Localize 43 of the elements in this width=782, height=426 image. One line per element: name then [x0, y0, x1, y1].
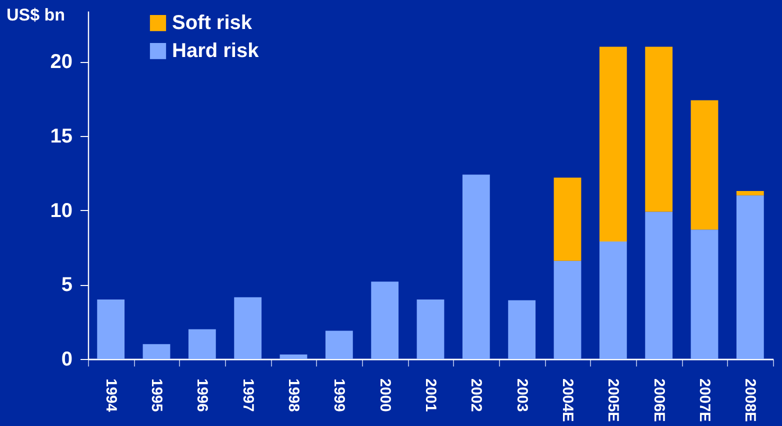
x-tick-label: 2000: [376, 378, 394, 412]
y-tick-label: 15: [50, 125, 72, 148]
bar: [371, 282, 399, 359]
bar: [462, 174, 490, 359]
y-tick-label: 0: [61, 348, 72, 370]
x-tick-label: 1995: [148, 378, 165, 412]
x-tick-label: 2007E: [696, 378, 713, 422]
legend-label: Hard risk: [172, 40, 260, 62]
bar: [325, 330, 353, 359]
x-tick-label: 1996: [194, 378, 211, 412]
bar: [97, 300, 125, 359]
x-tick-label: 2008E: [742, 378, 759, 422]
x-tick-label: 2006E: [650, 378, 668, 422]
bar: [645, 212, 673, 359]
x-tick-label: 2001: [422, 378, 439, 412]
bar: [554, 260, 582, 359]
bar: [554, 178, 582, 261]
x-tick-label: 1994: [102, 378, 120, 413]
bar: [645, 46, 673, 212]
x-tick-label: 2004E: [559, 378, 576, 422]
bar: [599, 46, 627, 242]
legend-label: Soft risk: [172, 12, 253, 34]
bar: [690, 230, 718, 359]
x-tick-label: 2003: [513, 378, 530, 412]
x-tick-label: 1999: [330, 378, 348, 412]
bar: [736, 190, 764, 196]
bar: [690, 100, 718, 230]
y-tick-label: 10: [50, 200, 72, 222]
bar: [599, 242, 627, 359]
bar: [280, 354, 308, 359]
x-tick-label: 1998: [285, 378, 302, 412]
bar: [188, 329, 216, 359]
bar: [508, 300, 536, 359]
bar: [142, 344, 170, 359]
bar: [234, 297, 262, 359]
y-tick-label: 20: [50, 51, 72, 74]
x-tick-label: 2002: [468, 378, 485, 412]
x-tick-label: 1997: [239, 378, 256, 412]
bar: [736, 195, 764, 359]
y-axis-title: US$ bn: [6, 6, 66, 24]
y-tick-label: 5: [61, 274, 72, 296]
bar: [416, 300, 444, 359]
x-tick-label: 2005E: [604, 378, 622, 422]
